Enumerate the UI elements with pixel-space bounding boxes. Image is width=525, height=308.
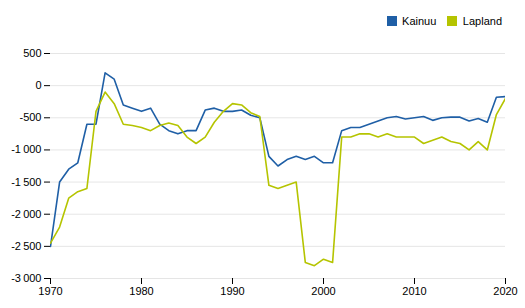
svg-text:-2 000: -2 000: [11, 207, 41, 219]
svg-text:2010: 2010: [402, 285, 426, 297]
svg-text:1980: 1980: [129, 285, 153, 297]
svg-text:-1 000: -1 000: [11, 143, 41, 155]
svg-text:1970: 1970: [38, 285, 62, 297]
svg-text:500: 500: [23, 47, 41, 59]
svg-text:0: 0: [35, 79, 41, 91]
html-text:Lapland: Lapland: [462, 14, 502, 27]
svg-text:1990: 1990: [220, 285, 244, 297]
svg-text:-2 500: -2 500: [11, 239, 41, 251]
svg-text:-1 500: -1 500: [11, 175, 41, 187]
svg-text:-500: -500: [19, 111, 41, 123]
svg-text:2000: 2000: [311, 285, 335, 297]
svg-text:2020: 2020: [493, 285, 517, 297]
svg-text:-3 000: -3 000: [11, 272, 41, 284]
html-text:Kainuu: Kainuu: [402, 14, 437, 27]
